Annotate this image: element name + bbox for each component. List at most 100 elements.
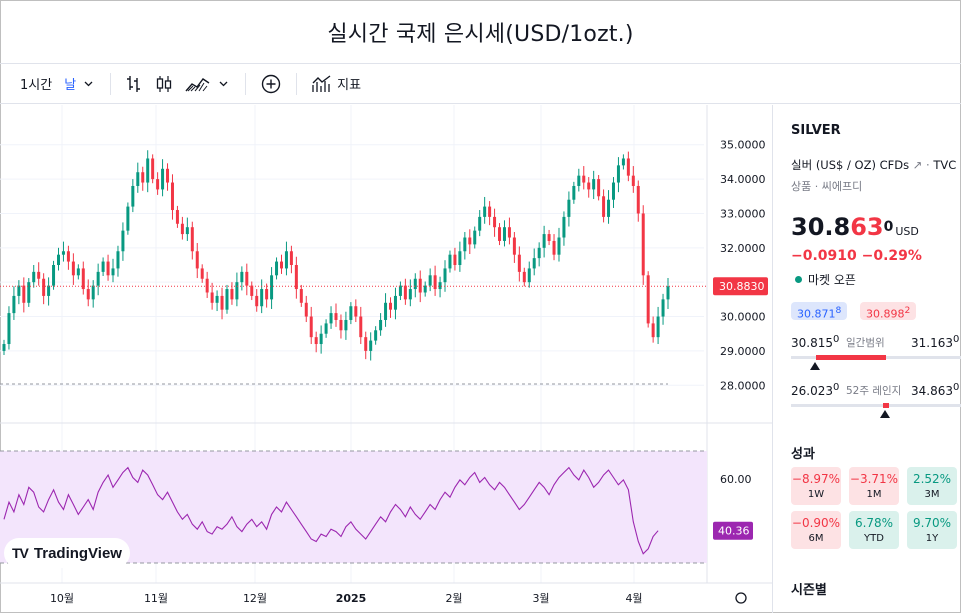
week52-range-bar xyxy=(791,403,961,408)
performance-cell-ytd[interactable]: 6.78% YTD xyxy=(849,511,899,549)
candle-up xyxy=(225,289,229,310)
candle-up xyxy=(17,285,21,296)
indicators-button[interactable]: 지표 xyxy=(305,70,367,98)
tradingview-logo[interactable]: TV TradingView xyxy=(4,538,130,568)
candle-down xyxy=(66,251,70,262)
price-axis-tick: 32.0000 xyxy=(720,242,766,255)
candle-down xyxy=(195,251,199,269)
candle-up xyxy=(324,323,328,334)
separator-dot: · xyxy=(926,158,930,172)
candle-up xyxy=(398,285,402,296)
symbol-details-panel: SILVER 실버 (US$ / OZ) CFDs ↗ · TVC 상품 · 씨… xyxy=(772,105,961,613)
candle-up xyxy=(319,333,323,345)
candle-down xyxy=(86,289,90,300)
candle-up xyxy=(379,319,383,331)
time-axis-tick: 11월 xyxy=(144,592,168,605)
candle-down xyxy=(433,275,437,290)
market-open-dot-icon xyxy=(795,276,802,283)
last-price-label: 30.8830 xyxy=(719,280,765,293)
symbol-description: 실버 (US$ / OZ) CFDs ↗ · TVC xyxy=(791,157,956,173)
candle-down xyxy=(636,185,640,214)
candle-up xyxy=(611,182,615,200)
price-chart[interactable]: 35.000034.000033.000032.000031.000030.00… xyxy=(0,105,772,613)
candle-up xyxy=(656,316,660,338)
indicators-icon xyxy=(312,74,331,92)
rsi-line xyxy=(3,466,659,555)
interval-button[interactable]: 1시간 xyxy=(20,78,53,93)
external-link-icon[interactable]: ↗ xyxy=(912,158,923,172)
price-main: 30.8 xyxy=(791,213,851,241)
last-price-label-bg xyxy=(713,277,768,296)
candle-up xyxy=(344,319,348,331)
performance-cell-1w[interactable]: −8.97% 1W xyxy=(791,467,841,505)
candle-up xyxy=(562,216,566,238)
candle-up xyxy=(215,295,219,303)
candle-down xyxy=(522,271,526,283)
candle-down xyxy=(250,285,254,296)
candle-up xyxy=(423,285,427,293)
day-range-fill xyxy=(816,355,886,360)
candle-up xyxy=(76,268,80,276)
rsi-value-label: 40.36 xyxy=(718,525,750,538)
candle-up xyxy=(57,254,61,265)
candle-down xyxy=(299,289,303,303)
seasonal-title: 시즌별 xyxy=(791,583,827,598)
bar-style-button[interactable] xyxy=(119,70,149,98)
performance-period: 1W xyxy=(807,489,825,500)
toolbar-divider xyxy=(245,72,247,95)
candle-up xyxy=(473,230,477,245)
indicators-label: 지표 xyxy=(337,78,362,93)
performance-period: 3M xyxy=(924,489,940,500)
compare-button[interactable] xyxy=(254,70,288,98)
candle-down xyxy=(364,337,368,351)
candle-down xyxy=(170,182,174,211)
candle-up xyxy=(101,261,105,272)
period-button[interactable]: 날 xyxy=(58,70,102,98)
performance-cell-3m[interactable]: 2.52% 3M xyxy=(907,467,957,505)
candle-up xyxy=(661,299,665,317)
description-text[interactable]: 실버 (US$ / OZ) CFDs xyxy=(791,158,910,172)
candle-up xyxy=(374,330,378,341)
candle-up xyxy=(121,230,125,252)
week52-high: 34.8630 xyxy=(911,382,960,398)
chevron-down-icon xyxy=(219,81,228,86)
candle-up xyxy=(126,206,130,231)
candle-down xyxy=(37,271,41,279)
candle-down xyxy=(498,227,502,241)
candle-down xyxy=(289,251,293,265)
candle-up xyxy=(240,271,244,283)
time-axis-tick: 10월 xyxy=(50,592,74,605)
candle-down xyxy=(359,316,363,338)
week52-range-fill xyxy=(883,403,889,408)
exchange-label[interactable]: TVC xyxy=(933,158,957,172)
candle-down xyxy=(626,158,630,176)
candle-down xyxy=(339,319,343,331)
candle-up xyxy=(616,165,620,183)
candle-up xyxy=(284,251,288,269)
candle-down xyxy=(646,275,650,324)
price-axis-tick: 30.0000 xyxy=(720,311,766,324)
candles-button[interactable] xyxy=(149,70,179,98)
performance-cell-1y[interactable]: 9.70% 1Y xyxy=(907,511,957,549)
candle-down xyxy=(210,292,214,303)
title-bar: 실시간 국제 은시세(USD/1ozt.) xyxy=(0,0,961,64)
candle-down xyxy=(314,337,318,345)
symbol-name[interactable]: SILVER xyxy=(791,123,841,138)
candle-up xyxy=(567,199,571,217)
settings-gear-icon[interactable] xyxy=(735,592,747,604)
performance-cell-1m[interactable]: −3.71% 1M xyxy=(849,467,899,505)
price-superscript: 0 xyxy=(883,219,894,235)
candle-up xyxy=(136,172,140,186)
candle-down xyxy=(175,210,179,224)
chart-area[interactable]: 35.000034.000033.000032.000031.000030.00… xyxy=(0,105,772,613)
area-chart-button[interactable] xyxy=(179,70,237,98)
candle-down xyxy=(180,223,184,235)
toolbar-divider xyxy=(296,72,298,95)
candle-down xyxy=(156,179,160,190)
performance-cell-6m[interactable]: −0.90% 6M xyxy=(791,511,841,549)
candle-down xyxy=(151,158,155,180)
candle-down xyxy=(279,261,283,269)
candle-down xyxy=(517,254,521,272)
plus-circle-icon xyxy=(261,74,281,93)
candle-up xyxy=(502,227,506,241)
